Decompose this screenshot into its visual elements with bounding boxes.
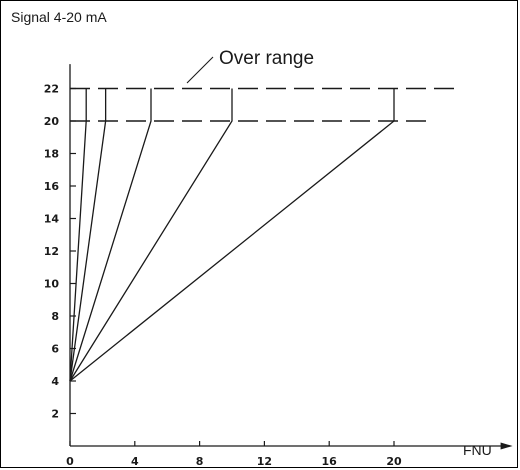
x-tick-label: 4 — [131, 455, 139, 468]
series-line-5 — [69, 88, 395, 382]
y-tick-label: 4 — [51, 375, 59, 388]
y-tick-label: 8 — [51, 310, 59, 323]
x-tick-label: 0 — [66, 455, 74, 468]
y-axis-title: Signal 4-20 mA — [11, 9, 107, 25]
x-tick-label: 8 — [196, 455, 204, 468]
y-tick-label: 6 — [51, 343, 59, 356]
y-tick-label: 10 — [44, 278, 60, 291]
series-line-2 — [69, 88, 107, 382]
annotation-leader-line — [186, 56, 214, 84]
series-line-1 — [69, 88, 87, 382]
y-tick-label: 12 — [44, 245, 59, 258]
y-tick-label: 14 — [44, 213, 60, 226]
y-tick-label: 2 — [51, 408, 59, 421]
series-line-3 — [69, 88, 152, 382]
x-tick-label: 16 — [322, 455, 338, 468]
x-axis-arrow — [500, 442, 513, 450]
y-tick-label: 16 — [44, 180, 60, 193]
x-tick-label: 20 — [386, 455, 402, 468]
x-tick-label: 12 — [257, 455, 272, 468]
series-line-4 — [69, 88, 233, 382]
y-tick-label: 22 — [44, 83, 59, 96]
y-tick-label: 18 — [44, 148, 59, 161]
axes — [69, 56, 513, 450]
y-tick-label: 20 — [44, 115, 60, 128]
reference-lines — [70, 87, 456, 122]
over-range-annotation: Over range — [219, 48, 314, 69]
series-lines — [69, 88, 395, 382]
x-axis-title: FNU — [463, 442, 492, 458]
